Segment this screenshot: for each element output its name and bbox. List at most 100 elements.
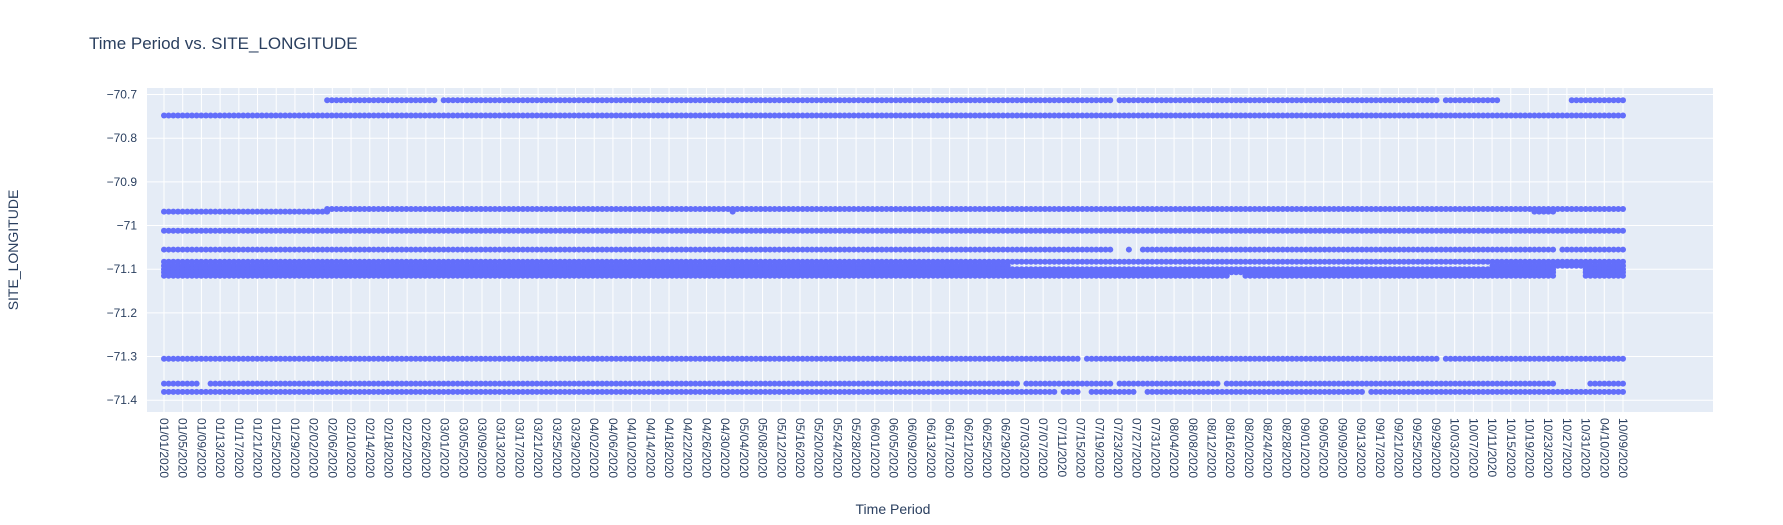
data-point (473, 272, 480, 279)
data-point (1382, 112, 1389, 119)
data-point (715, 388, 722, 395)
data-point (496, 355, 503, 362)
data-point (1587, 97, 1594, 104)
x-tick-label: 08/20/2020 (1242, 418, 1256, 478)
data-point (165, 246, 172, 253)
data-point (519, 227, 526, 234)
data-point (300, 272, 307, 279)
data-point (319, 227, 326, 234)
data-point (725, 355, 732, 362)
data-point (310, 272, 317, 279)
data-point (1018, 112, 1025, 119)
data-point (804, 205, 811, 212)
data-point (170, 246, 177, 253)
data-point (836, 227, 843, 234)
data-point (1601, 205, 1608, 212)
data-point (673, 355, 680, 362)
data-point (338, 355, 345, 362)
data-point (1470, 246, 1477, 253)
data-point (1466, 388, 1473, 395)
data-point (440, 112, 447, 119)
data-point (631, 380, 638, 387)
data-point (729, 355, 736, 362)
data-point (268, 227, 275, 234)
data-point (1233, 97, 1240, 104)
data-point (622, 380, 629, 387)
data-point (981, 272, 988, 279)
data-point (1200, 97, 1207, 104)
data-point (1592, 272, 1599, 279)
data-point (892, 227, 899, 234)
x-tick-label: 10/23/2020 (1541, 418, 1555, 478)
data-point (860, 246, 867, 253)
data-point (324, 227, 331, 234)
data-point (1601, 380, 1608, 387)
data-point (1144, 97, 1151, 104)
data-point (282, 388, 289, 395)
data-point (1447, 272, 1454, 279)
data-point (1074, 258, 1081, 265)
data-point (1540, 227, 1547, 234)
data-point (319, 112, 326, 119)
data-point (967, 388, 974, 395)
data-point (706, 112, 713, 119)
data-point (454, 97, 461, 104)
data-point (1200, 112, 1207, 119)
data-point (268, 112, 275, 119)
data-point (1550, 272, 1557, 279)
data-point (1251, 380, 1258, 387)
data-point (193, 112, 200, 119)
data-point (1079, 112, 1086, 119)
data-point (412, 227, 419, 234)
data-point (986, 380, 993, 387)
data-point (846, 388, 853, 395)
data-point (1368, 246, 1375, 253)
data-point (1326, 112, 1333, 119)
data-point (678, 355, 685, 362)
data-point (1195, 97, 1202, 104)
data-point (1069, 272, 1076, 279)
data-point (967, 227, 974, 234)
data-point (445, 112, 452, 119)
data-point (501, 272, 508, 279)
data-point (519, 246, 526, 253)
data-point (874, 97, 881, 104)
data-point (832, 205, 839, 212)
data-point (1279, 380, 1286, 387)
data-point (664, 388, 671, 395)
data-point (240, 388, 247, 395)
data-point (1256, 97, 1263, 104)
data-point (254, 246, 261, 253)
data-point (1484, 97, 1491, 104)
data-point (1237, 112, 1244, 119)
data-point (981, 227, 988, 234)
data-point (902, 97, 909, 104)
data-point (1121, 258, 1128, 265)
data-point (953, 388, 960, 395)
data-point (477, 97, 484, 104)
data-point (1102, 388, 1109, 395)
data-point (338, 112, 345, 119)
data-point (216, 355, 223, 362)
data-point (1116, 272, 1123, 279)
data-point (1368, 97, 1375, 104)
data-point (1358, 272, 1365, 279)
data-point (1419, 205, 1426, 212)
data-point (524, 380, 531, 387)
data-point (1414, 112, 1421, 119)
data-point (1284, 97, 1291, 104)
data-point (1307, 355, 1314, 362)
data-point (1601, 227, 1608, 234)
data-point (1601, 272, 1608, 279)
data-point (1093, 112, 1100, 119)
x-tick-label: 03/05/2020 (456, 418, 470, 478)
data-point (454, 388, 461, 395)
data-point (1428, 272, 1435, 279)
data-point (631, 388, 638, 395)
data-point (342, 246, 349, 253)
data-point (669, 246, 676, 253)
data-point (1167, 97, 1174, 104)
data-point (1372, 97, 1379, 104)
data-point (631, 246, 638, 253)
x-tick-label: 09/09/2020 (1335, 418, 1349, 478)
